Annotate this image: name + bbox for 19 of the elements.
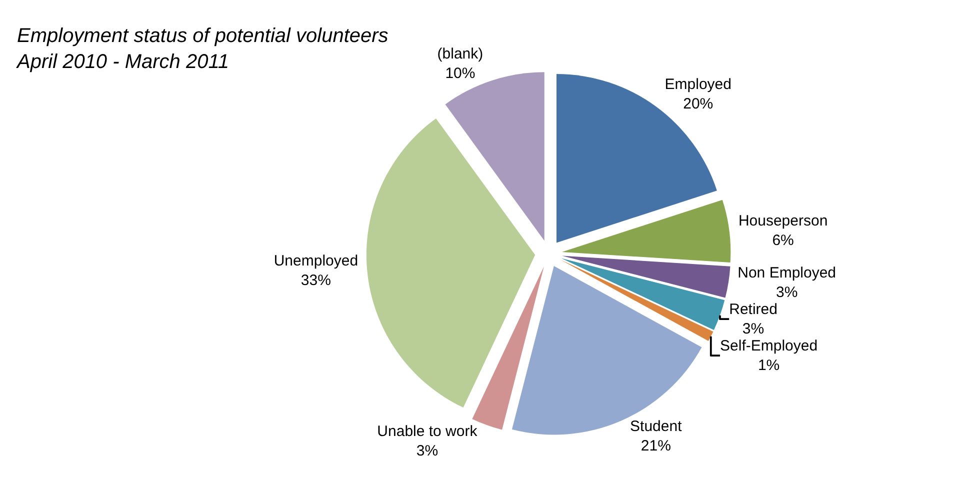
slice-label: Houseperson bbox=[738, 212, 828, 230]
slice-label: Student bbox=[630, 418, 683, 435]
slice-label: Self-Employed bbox=[720, 337, 818, 354]
slice-label: Unemployed bbox=[274, 252, 358, 270]
data-label: 20% bbox=[683, 96, 714, 113]
slice-label: Non Employed bbox=[738, 264, 836, 282]
slice-label: Employed bbox=[664, 76, 732, 94]
slice-label: Retired bbox=[729, 300, 778, 318]
data-label: 3% bbox=[416, 442, 438, 460]
slice-label: Unable to work bbox=[377, 422, 478, 440]
chart-title: Employment status of potential volunteers April 2010 - March 2011 bbox=[16, 25, 388, 73]
data-label: 1% bbox=[758, 356, 780, 374]
data-label: 33% bbox=[300, 272, 331, 290]
data-label: 6% bbox=[772, 232, 794, 249]
data-label: 10% bbox=[445, 65, 476, 82]
data-label: 3% bbox=[742, 320, 764, 338]
data-label: 3% bbox=[776, 284, 798, 301]
data-label: 21% bbox=[640, 437, 671, 454]
slice-label: (blank) bbox=[437, 46, 484, 63]
